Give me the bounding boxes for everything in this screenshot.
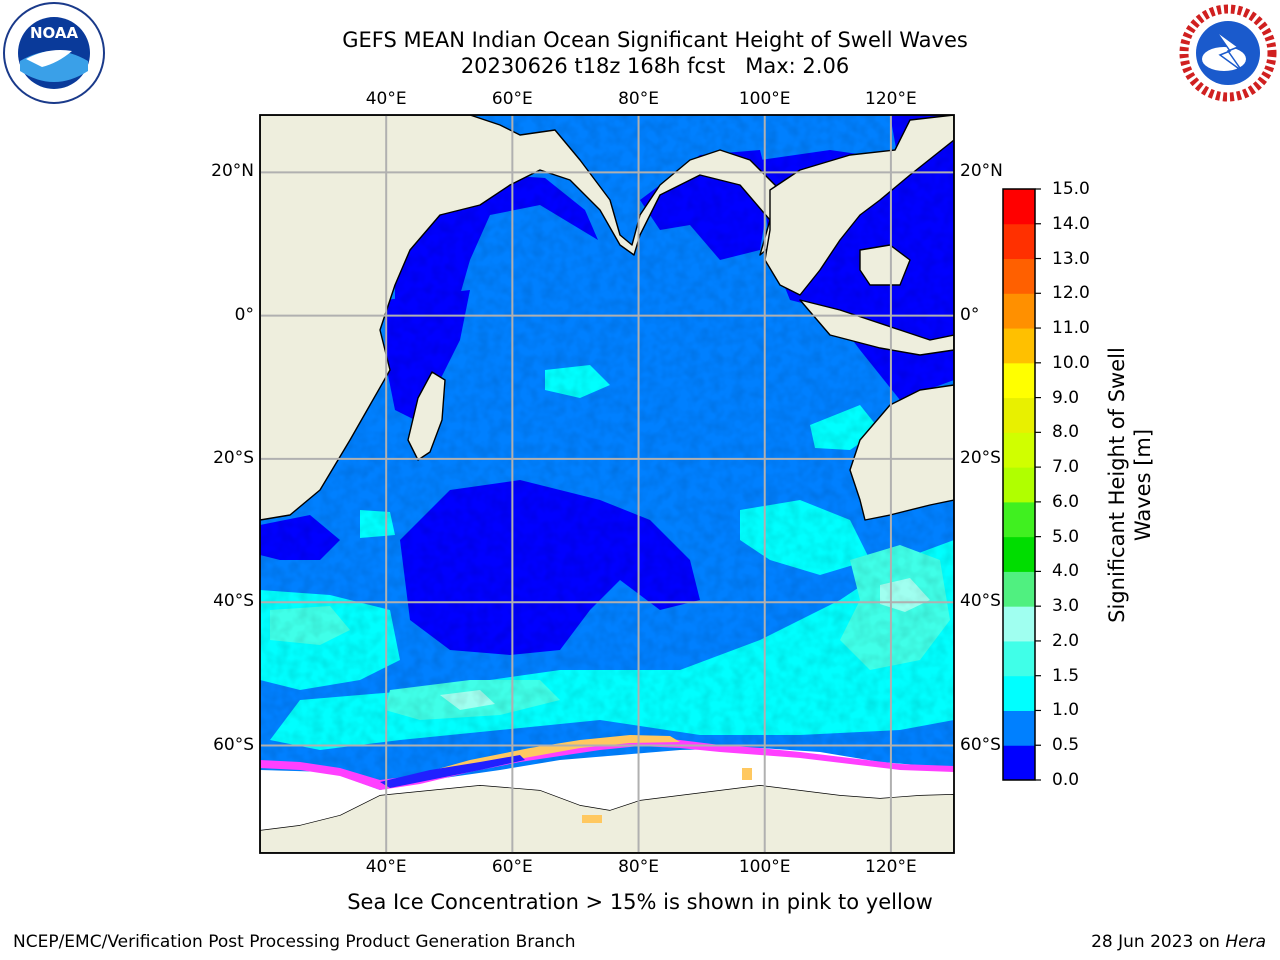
footer-credit: NCEP/EMC/Verification Post Processing Pr…	[13, 932, 576, 952]
colorbar-tick-label: 2.0	[1052, 630, 1080, 651]
sea-ice-caption: Sea Ice Concentration > 15% is shown in …	[347, 890, 933, 914]
lat-tick-label-right: 20°S	[960, 447, 1001, 468]
colorbar-tick-label: 1.5	[1052, 665, 1080, 686]
colorbar-tick-label: 15.0	[1052, 179, 1090, 199]
lon-tick-label-top: 100°E	[738, 89, 791, 109]
lon-tick-label-bottom: 40°E	[365, 857, 407, 877]
colorbar-tick-label: 0.5	[1052, 735, 1080, 756]
colorbar-bin	[1003, 640, 1035, 677]
footer-host: Hera	[1225, 932, 1266, 952]
chart-subtitle: 20230626 t18z 168h fcst Max: 2.06	[160, 53, 1150, 79]
lat-tick-label-left: 20°N	[211, 161, 254, 182]
colorbar-label-line1: Significant Height of Swell	[1105, 347, 1129, 623]
lat-tick-label-right: 0°	[960, 304, 980, 325]
max-value: Max: 2.06	[745, 54, 850, 78]
colorbar-bin	[1003, 467, 1035, 503]
lat-tick-label-right: 40°S	[960, 591, 1001, 612]
colorbar-frame	[1002, 188, 1036, 781]
colorbar-tick-label: 1.0	[1052, 700, 1080, 721]
lat-tick-label-left: 0°	[234, 304, 254, 325]
nws-logo	[1178, 3, 1278, 103]
colorbar-bin	[1003, 189, 1035, 225]
lon-tick-label-bottom: 80°E	[618, 857, 659, 877]
colorbar-bin	[1003, 397, 1035, 433]
colorbar-tick-label: 7.0	[1052, 457, 1080, 478]
colorbar-tick-label: 6.0	[1052, 491, 1080, 512]
ice-patch	[742, 768, 752, 780]
colorbar-bin	[1003, 536, 1035, 572]
lat-tick-label-left: 20°S	[213, 447, 254, 468]
colorbar-bin	[1003, 606, 1035, 642]
lon-tick-label-top: 80°E	[618, 89, 659, 109]
map-frame	[259, 114, 955, 854]
colorbar-tick-label: 12.0	[1052, 283, 1090, 304]
map-area	[260, 115, 954, 853]
lat-tick-label-right: 60°S	[960, 734, 1001, 755]
run-info: 20230626 t18z 168h fcst	[460, 54, 726, 78]
colorbar-bin	[1003, 258, 1035, 294]
colorbar-bin	[1003, 328, 1035, 364]
lon-tick-label-bottom: 120°E	[865, 857, 917, 877]
colorbar-bin	[1003, 293, 1035, 329]
colorbar-tick-label: 5.0	[1052, 526, 1080, 547]
colorbar-tick-label: 14.0	[1052, 213, 1090, 234]
graticule	[260, 115, 954, 853]
lon-tick-label-top: 60°E	[491, 89, 533, 109]
colorbar-bin	[1003, 710, 1035, 746]
ice-patch-2	[582, 815, 602, 823]
lon-tick-label-top: 120°E	[865, 89, 917, 109]
footer-date: 28 Jun 2023 on Hera	[1091, 932, 1266, 952]
colorbar-tick-label: 11.0	[1052, 318, 1090, 339]
colorbar-tick-label: 10.0	[1052, 352, 1090, 373]
noaa-logo-text: NOAA	[30, 24, 79, 42]
footer-date-text: 28 Jun 2023 on	[1091, 932, 1226, 952]
sea-ice-edge-yellow	[420, 735, 680, 780]
colorbar-tick-label: 4.0	[1052, 561, 1080, 582]
colorbar-label: Significant Height of Swell Waves [m]	[1104, 275, 1156, 695]
lon-tick-label-bottom: 60°E	[491, 857, 533, 877]
colorbar-label-line2: Waves [m]	[1131, 428, 1155, 542]
sea-ice-gap	[380, 755, 525, 788]
colorbar-tick-label: 3.0	[1052, 596, 1080, 617]
colorbar-bin	[1003, 362, 1035, 399]
colorbar-bin	[1003, 223, 1035, 260]
lon-tick-label-top: 40°E	[365, 89, 407, 109]
colorbar-bin	[1003, 501, 1035, 538]
colorbar-tick-label: 0.0	[1052, 770, 1080, 790]
chart-title: GEFS MEAN Indian Ocean Significant Heigh…	[342, 28, 968, 52]
sea-ice-interior	[260, 748, 954, 830]
lon-tick-label-bottom: 100°E	[738, 857, 791, 877]
lat-tick-label-right: 20°N	[960, 161, 1003, 182]
colorbar-tick-label: 13.0	[1052, 248, 1090, 269]
colorbar-tick-label: 8.0	[1052, 422, 1080, 443]
colorbar-tick-label: 9.0	[1052, 387, 1080, 408]
colorbar-ticks	[1035, 188, 1041, 781]
noaa-logo: NOAA	[3, 2, 105, 104]
colorbar-bin	[1003, 571, 1035, 607]
colorbar-bin	[1003, 745, 1035, 781]
colorbar-bin	[1003, 675, 1035, 711]
lat-tick-label-left: 40°S	[213, 591, 254, 612]
colorbar-bin	[1003, 432, 1035, 468]
lat-tick-label-left: 60°S	[213, 734, 254, 755]
colorbar	[1003, 189, 1035, 781]
